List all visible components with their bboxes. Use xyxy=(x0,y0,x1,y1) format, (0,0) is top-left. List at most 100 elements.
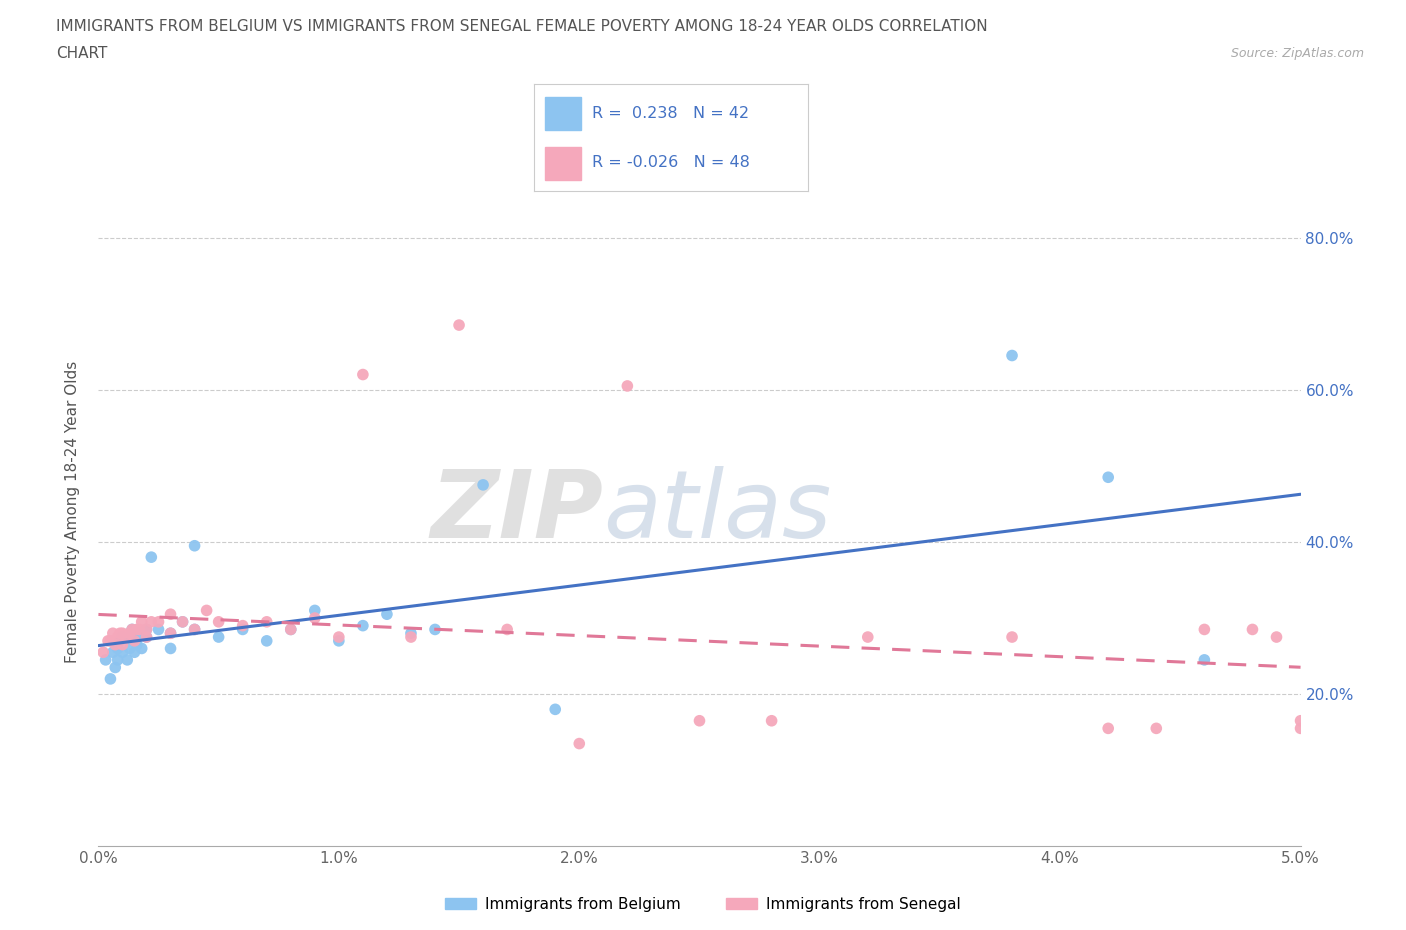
Point xyxy=(111,644,134,659)
Point xyxy=(689,713,711,728)
Point xyxy=(128,622,150,637)
Point xyxy=(94,653,117,668)
Point xyxy=(761,713,783,728)
Point xyxy=(107,653,129,668)
Point xyxy=(280,622,302,637)
Point xyxy=(472,477,495,492)
Point xyxy=(159,606,181,621)
Point xyxy=(328,633,350,648)
Point xyxy=(124,644,146,659)
Point xyxy=(118,630,141,644)
Point xyxy=(141,615,163,630)
Point xyxy=(104,637,127,652)
Point xyxy=(208,630,231,644)
Text: IMMIGRANTS FROM BELGIUM VS IMMIGRANTS FROM SENEGAL FEMALE POVERTY AMONG 18-24 YE: IMMIGRANTS FROM BELGIUM VS IMMIGRANTS FR… xyxy=(56,19,988,33)
Point xyxy=(118,626,141,641)
Point xyxy=(352,367,374,382)
Point xyxy=(117,630,139,644)
Point xyxy=(159,626,181,641)
Point xyxy=(399,626,422,641)
Point xyxy=(159,626,181,641)
Point xyxy=(1289,721,1312,736)
Point xyxy=(856,630,879,644)
Point xyxy=(195,603,218,618)
Point xyxy=(125,637,148,652)
Point xyxy=(447,318,470,333)
Point xyxy=(124,633,146,648)
Text: CHART: CHART xyxy=(56,46,108,61)
Point xyxy=(616,379,638,393)
Point xyxy=(135,630,157,644)
Point xyxy=(101,626,124,641)
Point xyxy=(568,737,591,751)
Point xyxy=(125,622,148,637)
Point xyxy=(1194,622,1216,637)
Text: Source: ZipAtlas.com: Source: ZipAtlas.com xyxy=(1230,46,1364,60)
Point xyxy=(148,615,170,630)
Point xyxy=(107,630,129,644)
Point xyxy=(97,633,120,648)
Point xyxy=(496,622,519,637)
Point xyxy=(148,622,170,637)
Point xyxy=(375,606,398,621)
Point xyxy=(104,660,127,675)
Point xyxy=(111,630,134,644)
Point xyxy=(304,603,326,618)
Point xyxy=(399,630,422,644)
Point xyxy=(1194,653,1216,668)
Point xyxy=(111,626,134,641)
Point xyxy=(256,633,278,648)
Point xyxy=(232,622,254,637)
Point xyxy=(1097,721,1119,736)
Point xyxy=(208,615,231,630)
Point xyxy=(131,641,153,656)
Point xyxy=(100,633,122,648)
Point xyxy=(135,622,157,637)
Point xyxy=(1001,348,1024,363)
Text: R = -0.026   N = 48: R = -0.026 N = 48 xyxy=(592,154,749,170)
Point xyxy=(183,538,205,553)
Legend: Immigrants from Belgium, Immigrants from Senegal: Immigrants from Belgium, Immigrants from… xyxy=(439,891,967,918)
Point xyxy=(128,626,150,641)
Bar xyxy=(546,97,581,129)
Point xyxy=(118,641,141,656)
Point xyxy=(423,622,446,637)
Point xyxy=(108,633,131,648)
Point xyxy=(1144,721,1167,736)
Point xyxy=(135,630,157,644)
Text: atlas: atlas xyxy=(603,466,831,557)
Point xyxy=(107,641,129,656)
Point xyxy=(1241,622,1264,637)
Point xyxy=(159,641,181,656)
Point xyxy=(1289,713,1312,728)
Point xyxy=(183,622,205,637)
Point xyxy=(280,622,302,637)
Point xyxy=(352,618,374,633)
Point xyxy=(131,615,153,630)
Point xyxy=(91,644,114,659)
Point xyxy=(100,671,122,686)
Point xyxy=(121,622,143,637)
Point xyxy=(108,626,131,641)
Point xyxy=(183,622,205,637)
Point xyxy=(328,630,350,644)
Point xyxy=(1265,630,1288,644)
Point xyxy=(141,550,163,565)
Point xyxy=(304,611,326,626)
Point xyxy=(172,615,194,630)
Point xyxy=(232,618,254,633)
Point xyxy=(124,633,146,648)
Point xyxy=(1097,470,1119,485)
Text: R =  0.238   N = 42: R = 0.238 N = 42 xyxy=(592,106,749,121)
Y-axis label: Female Poverty Among 18-24 Year Olds: Female Poverty Among 18-24 Year Olds xyxy=(65,361,80,663)
Point xyxy=(256,615,278,630)
Point xyxy=(1001,630,1024,644)
Text: ZIP: ZIP xyxy=(430,466,603,557)
Point xyxy=(111,637,134,652)
Point xyxy=(544,702,567,717)
Point xyxy=(121,622,143,637)
Bar xyxy=(546,147,581,180)
Point xyxy=(117,653,139,668)
Point xyxy=(101,644,124,659)
Point xyxy=(172,615,194,630)
